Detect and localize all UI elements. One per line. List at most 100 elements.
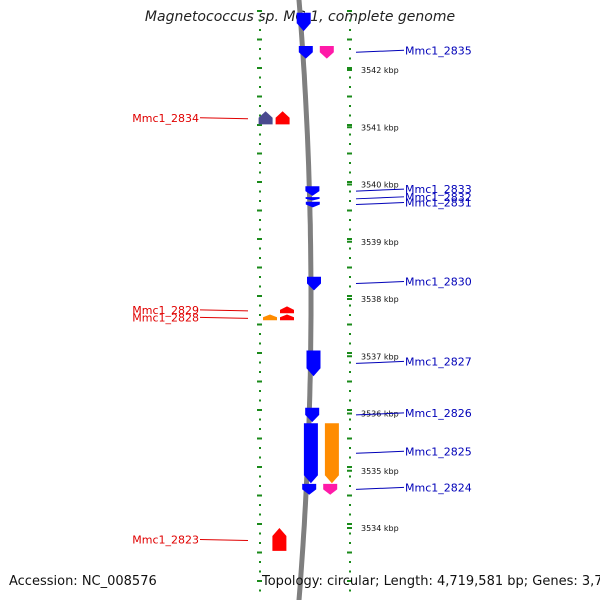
ruler-tick: [259, 190, 261, 193]
gene-arrow[interactable]: [302, 483, 317, 495]
gene-arrow[interactable]: [305, 201, 320, 208]
gene-arrow[interactable]: [305, 407, 320, 423]
gene-labels: Mmc1_2835Mmc1_2834Mmc1_2833Mmc1_2832Mmc1…: [132, 44, 472, 546]
ruler-tick: [257, 10, 262, 12]
gene-label[interactable]: Mmc1_2827: [405, 355, 472, 368]
ruler-tick: [259, 114, 261, 117]
ruler-tick: [257, 95, 262, 98]
gene-arrow[interactable]: [306, 350, 321, 377]
gene-arrow[interactable]: [307, 276, 321, 291]
gene-arrow[interactable]: [272, 528, 287, 551]
ruler-tick: [349, 513, 351, 516]
gene-arrow[interactable]: [298, 46, 313, 59]
ruler-tick: [347, 266, 352, 269]
kbp-label: 3539 kbp: [361, 238, 399, 247]
ruler-tick: [347, 466, 352, 468]
ruler-tick: [259, 276, 261, 278]
kbp-label: 3542 kbp: [361, 66, 399, 75]
ruler-tick: [347, 181, 352, 183]
gene-label[interactable]: Mmc1_2830: [405, 276, 472, 289]
kbp-label: 3534 kbp: [361, 524, 399, 533]
ruler-tick: [259, 285, 261, 288]
gene-label[interactable]: Mmc1_2823: [132, 533, 199, 546]
ruler-tick: [257, 38, 262, 41]
gene-label[interactable]: Mmc1_2824: [405, 481, 472, 494]
ruler-tick: [259, 561, 261, 563]
gene-arrow[interactable]: [263, 314, 277, 321]
kbp-label: 3541 kbp: [361, 123, 399, 132]
ruler-tick: [259, 304, 261, 307]
ruler-tick: [259, 257, 261, 259]
gene-arrow[interactable]: [324, 423, 339, 484]
ruler-tick: [259, 133, 261, 136]
gene-label[interactable]: Mmc1_2832: [405, 191, 472, 204]
gene-arrow[interactable]: [280, 306, 294, 314]
kbp-tick: [347, 69, 352, 71]
gene-arrow[interactable]: [323, 483, 338, 495]
ruler-tick: [259, 485, 261, 487]
ruler-tick: [349, 304, 351, 307]
ruler-tick: [259, 105, 261, 107]
ruler-tick: [349, 390, 351, 392]
gene-arrow[interactable]: [275, 111, 290, 125]
ruler-tick: [347, 323, 352, 326]
gene-label[interactable]: Mmc1_2828: [132, 311, 199, 324]
kbp-tick: [347, 126, 352, 129]
ruler-tick: [259, 200, 261, 202]
gene-arrow[interactable]: [296, 12, 311, 32]
ruler-tick: [259, 542, 261, 544]
ruler-tick: [349, 143, 351, 145]
ruler-tick: [259, 428, 261, 430]
label-leader: [355, 412, 405, 416]
kbp-tick: [347, 183, 352, 186]
kbp-label: 3535 kbp: [361, 467, 399, 476]
ruler-tick: [349, 247, 351, 250]
ruler-tick: [349, 342, 351, 345]
gene-arrow[interactable]: [280, 314, 294, 321]
ruler-tick: [259, 76, 261, 79]
ruler-tick: [349, 542, 351, 544]
ruler-tick: [257, 67, 262, 69]
label-leader: [199, 309, 249, 312]
ruler-tick: [347, 580, 352, 582]
ruler-tick: [259, 247, 261, 250]
kbp-tick: [347, 412, 352, 415]
ruler-tick: [347, 437, 352, 440]
gene-arrow[interactable]: [258, 111, 273, 125]
gene-label[interactable]: Mmc1_2825: [405, 445, 472, 458]
gene-arrow[interactable]: [319, 46, 334, 59]
ruler-tick: [347, 494, 352, 497]
ruler-tick: [257, 580, 262, 582]
ruler-tick: [349, 285, 351, 288]
gene-label[interactable]: Mmc1_2835: [405, 44, 472, 57]
ruler-tick: [349, 171, 351, 174]
gene-label[interactable]: Mmc1_2834: [132, 112, 199, 125]
ruler-tick: [259, 504, 261, 506]
ruler-tick: [259, 447, 261, 449]
ruler-tick: [349, 399, 351, 402]
gene-label[interactable]: Mmc1_2831: [405, 197, 472, 210]
ruler-tick: [257, 152, 262, 155]
gene-arrow[interactable]: [305, 186, 320, 196]
gene-arrow[interactable]: [305, 197, 320, 201]
kbp-label: 3540 kbp: [361, 181, 399, 190]
ruler-tick: [347, 38, 352, 41]
ruler-tick: [347, 124, 352, 126]
label-leader: [355, 202, 405, 206]
gene-label[interactable]: Mmc1_2833: [405, 183, 472, 196]
ruler-tick: [259, 390, 261, 392]
ruler-tick: [259, 314, 261, 316]
ruler-tick: [349, 589, 351, 592]
label-leader: [355, 196, 405, 200]
gene-arrow[interactable]: [303, 423, 318, 484]
ruler-tick: [347, 352, 352, 354]
gene-label[interactable]: Mmc1_2826: [405, 407, 472, 420]
kbp-tick-labels: 3542 kbp 3541 kbp 3540 kbp 3539 kbp 3538 kbp…: [347, 66, 399, 533]
ruler-tick: [349, 276, 351, 278]
ruler-tick: [257, 181, 262, 183]
ruler-tick: [349, 57, 351, 60]
ruler-tick: [349, 48, 351, 50]
ruler-tick: [349, 228, 351, 231]
ruler-tick: [349, 86, 351, 88]
gene-label[interactable]: Mmc1_2829: [132, 304, 199, 317]
